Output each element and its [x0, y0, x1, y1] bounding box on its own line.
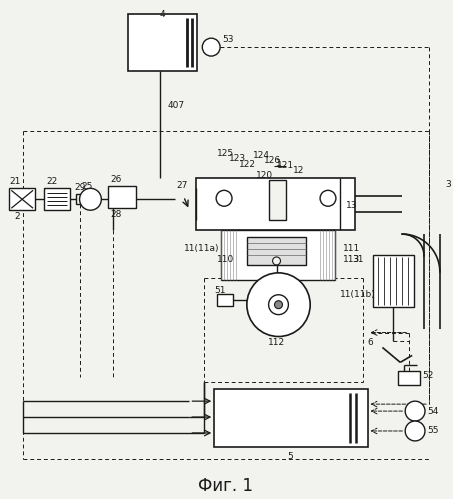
Bar: [221, 230, 335, 280]
Bar: [44, 188, 70, 210]
Text: 121: 121: [276, 161, 294, 170]
Text: 110: 110: [217, 255, 234, 264]
Text: 126: 126: [264, 156, 281, 165]
Text: 12: 12: [294, 166, 305, 175]
Circle shape: [405, 401, 425, 421]
Bar: [128, 14, 198, 71]
Text: 25: 25: [82, 182, 93, 191]
Text: 407: 407: [168, 101, 185, 110]
Bar: [247, 237, 306, 265]
Bar: [269, 180, 286, 220]
Text: 122: 122: [239, 160, 256, 169]
Text: 28: 28: [110, 210, 122, 219]
Text: 111: 111: [343, 244, 360, 252]
Circle shape: [202, 38, 220, 56]
Text: Фиг. 1: Фиг. 1: [198, 477, 253, 495]
Text: 11(11a): 11(11a): [183, 244, 219, 252]
Bar: [196, 179, 355, 230]
Text: 125: 125: [217, 149, 234, 158]
Text: 22: 22: [46, 177, 57, 186]
Text: 54: 54: [427, 407, 439, 416]
Text: 53: 53: [222, 34, 234, 44]
Text: 55: 55: [427, 427, 439, 436]
Text: 1: 1: [275, 159, 281, 168]
Text: 11(11b): 11(11b): [340, 290, 376, 299]
Text: 120: 120: [256, 171, 273, 180]
Circle shape: [216, 190, 232, 206]
Text: 31: 31: [353, 255, 364, 264]
Text: 27: 27: [177, 181, 188, 190]
Bar: [372, 255, 414, 307]
Bar: [10, 188, 35, 210]
Text: 123: 123: [229, 154, 246, 163]
Bar: [217, 294, 233, 306]
Circle shape: [247, 273, 310, 336]
Text: 4: 4: [160, 10, 165, 19]
Text: 124: 124: [253, 151, 270, 160]
Text: 21: 21: [10, 177, 21, 186]
Bar: [76, 194, 83, 204]
Text: 112: 112: [268, 338, 285, 347]
Bar: [214, 389, 367, 447]
Text: 5: 5: [288, 452, 293, 462]
Bar: [108, 186, 136, 208]
Text: 6: 6: [367, 338, 373, 347]
Text: 3: 3: [445, 180, 451, 189]
Text: 113: 113: [343, 255, 360, 264]
Text: 13: 13: [346, 201, 357, 210]
Circle shape: [273, 257, 280, 265]
Text: 26: 26: [110, 175, 122, 184]
Circle shape: [80, 188, 101, 210]
Circle shape: [320, 190, 336, 206]
Text: 29: 29: [75, 183, 86, 192]
Circle shape: [405, 421, 425, 441]
Circle shape: [275, 301, 283, 309]
Text: 2: 2: [14, 212, 20, 221]
Text: 52: 52: [422, 371, 434, 380]
Bar: [398, 371, 420, 385]
Circle shape: [269, 295, 289, 315]
Text: 51: 51: [214, 286, 226, 295]
